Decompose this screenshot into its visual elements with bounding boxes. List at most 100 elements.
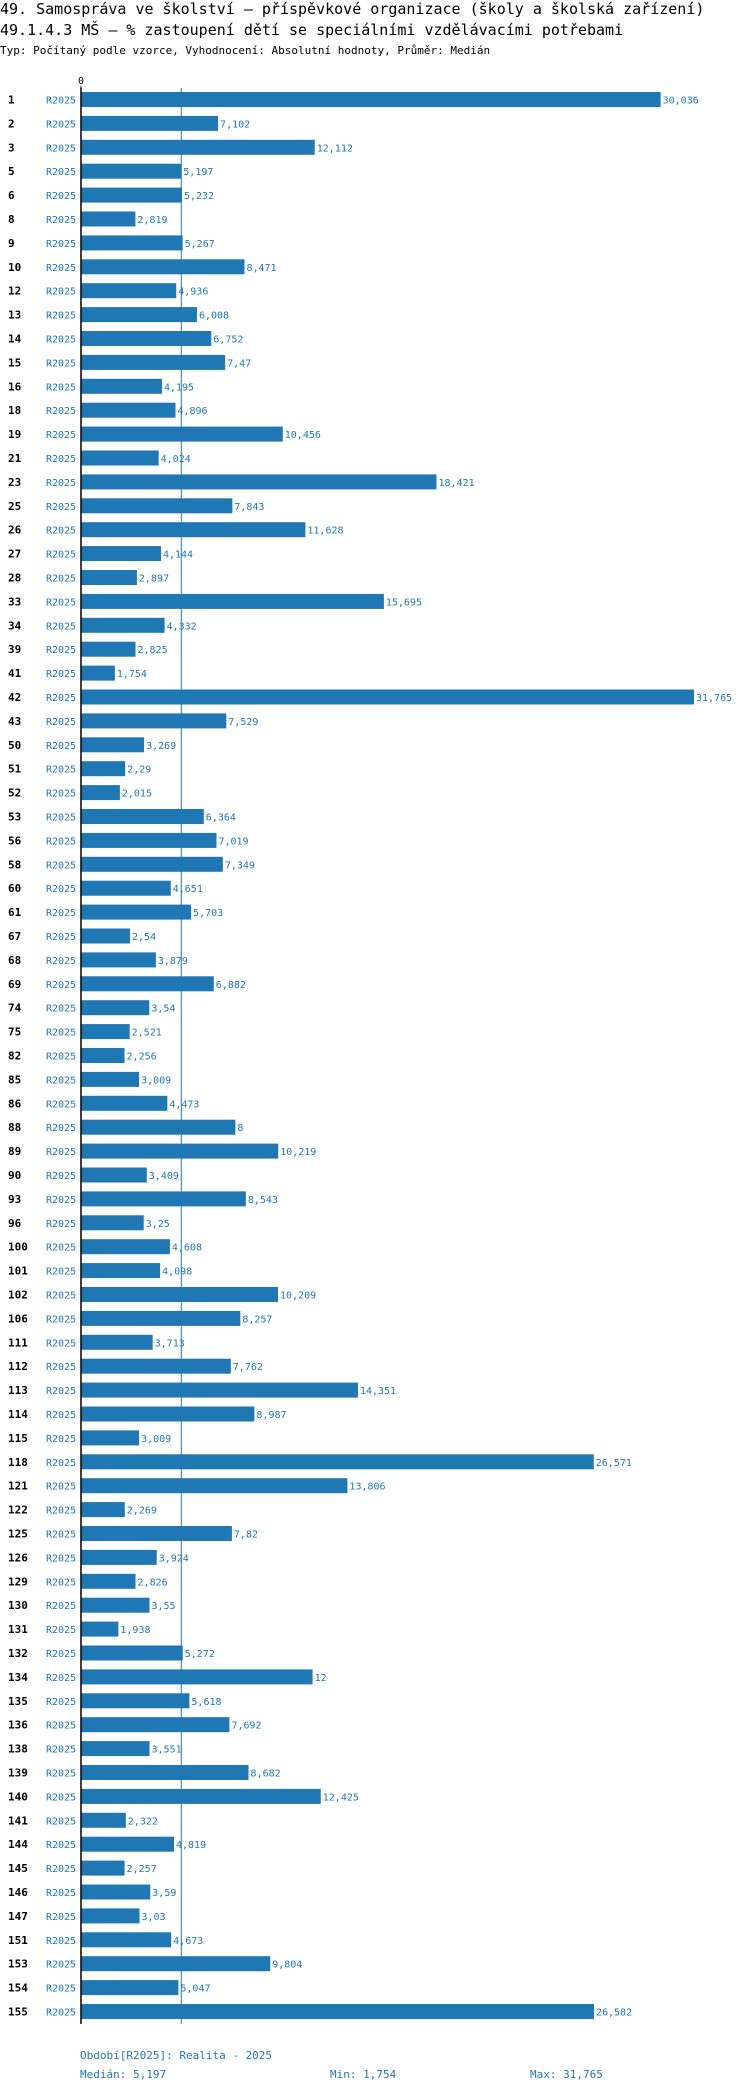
category-label: 28 bbox=[8, 572, 21, 585]
value-label: 2,256 bbox=[127, 1052, 157, 1063]
series-label: R2025 bbox=[46, 1816, 76, 1827]
value-label: 3,55 bbox=[152, 1601, 176, 1612]
bar bbox=[81, 307, 197, 323]
category-label: 39 bbox=[8, 643, 21, 656]
value-label: 11,628 bbox=[307, 526, 343, 537]
category-label: 34 bbox=[8, 619, 22, 632]
bar bbox=[81, 1812, 126, 1828]
category-label: 52 bbox=[8, 787, 21, 800]
series-label: R2025 bbox=[46, 980, 76, 991]
value-label: 4,651 bbox=[173, 884, 203, 895]
bar bbox=[81, 474, 437, 490]
bar bbox=[81, 283, 177, 299]
series-label: R2025 bbox=[46, 239, 76, 250]
category-label: 85 bbox=[8, 1073, 21, 1086]
value-label: 6,752 bbox=[213, 335, 243, 346]
bar bbox=[81, 92, 661, 107]
series-label: R2025 bbox=[46, 550, 76, 561]
value-label: 3,551 bbox=[152, 1745, 182, 1756]
series-label: R2025 bbox=[46, 406, 76, 417]
category-label: 139 bbox=[8, 1767, 28, 1780]
series-label: R2025 bbox=[46, 1243, 76, 1254]
value-label: 3,009 bbox=[141, 1075, 171, 1086]
bar bbox=[81, 235, 183, 251]
bar bbox=[81, 1310, 241, 1326]
category-label: 27 bbox=[8, 548, 21, 561]
category-label: 9 bbox=[8, 237, 15, 250]
bar bbox=[81, 880, 171, 896]
category-label: 111 bbox=[8, 1336, 28, 1349]
series-label: R2025 bbox=[46, 1697, 76, 1708]
series-label: R2025 bbox=[46, 956, 76, 967]
series-label: R2025 bbox=[46, 1960, 76, 1971]
value-label: 3,269 bbox=[146, 741, 176, 752]
series-label: R2025 bbox=[46, 717, 76, 728]
value-label: 4,098 bbox=[162, 1267, 192, 1278]
bar bbox=[81, 163, 182, 179]
category-label: 69 bbox=[8, 978, 21, 991]
category-label: 121 bbox=[8, 1480, 28, 1493]
footer-median: Medián: 5,197 bbox=[80, 2068, 167, 2081]
category-label: 129 bbox=[8, 1575, 28, 1588]
value-label: 2,015 bbox=[122, 789, 152, 800]
value-label: 3,54 bbox=[151, 1004, 175, 1015]
bar bbox=[81, 331, 212, 346]
bar bbox=[81, 1048, 125, 1063]
chart-meta: Typ: Počítaný podle vzorce, Vyhodnocení:… bbox=[0, 44, 491, 57]
bar bbox=[81, 1741, 150, 1757]
value-label: 30,036 bbox=[663, 96, 699, 107]
series-label: R2025 bbox=[46, 1052, 76, 1063]
series-label: R2025 bbox=[46, 119, 76, 130]
series-label: R2025 bbox=[46, 96, 76, 107]
bar bbox=[81, 522, 306, 538]
bar bbox=[81, 1024, 130, 1040]
category-label: 50 bbox=[8, 739, 21, 752]
category-label: 134 bbox=[8, 1671, 28, 1684]
category-label: 100 bbox=[8, 1241, 28, 1254]
series-label: R2025 bbox=[46, 1028, 76, 1039]
value-label: 2,54 bbox=[132, 932, 156, 943]
bar bbox=[81, 1454, 594, 1470]
value-label: 7,102 bbox=[220, 119, 250, 130]
value-label: 4,144 bbox=[163, 550, 193, 561]
category-label: 41 bbox=[8, 667, 22, 680]
value-label: 3,713 bbox=[155, 1338, 185, 1349]
value-label: 7,82 bbox=[234, 1530, 258, 1541]
bar bbox=[81, 904, 192, 920]
value-label: 8,682 bbox=[251, 1769, 281, 1780]
category-label: 19 bbox=[8, 428, 21, 441]
category-label: 141 bbox=[8, 1814, 28, 1827]
bar bbox=[81, 952, 156, 968]
bar bbox=[81, 1382, 358, 1398]
value-label: 2,825 bbox=[138, 645, 168, 656]
series-label: R2025 bbox=[46, 191, 76, 202]
bar bbox=[81, 1573, 136, 1589]
value-label: 3,03 bbox=[141, 1912, 165, 1923]
bar bbox=[81, 259, 245, 275]
category-label: 82 bbox=[8, 1050, 21, 1063]
value-label: 18,421 bbox=[438, 478, 474, 489]
value-label: 3,924 bbox=[159, 1553, 189, 1564]
series-label: R2025 bbox=[46, 1458, 76, 1469]
category-label: 153 bbox=[8, 1958, 28, 1971]
value-label: 9,804 bbox=[272, 1960, 302, 1971]
series-label: R2025 bbox=[46, 1721, 76, 1732]
series-label: R2025 bbox=[46, 669, 76, 680]
value-label: 7,692 bbox=[231, 1721, 261, 1732]
bar bbox=[81, 498, 233, 514]
value-label: 3,879 bbox=[158, 956, 188, 967]
category-label: 18 bbox=[8, 404, 21, 417]
value-label: 15,695 bbox=[386, 597, 422, 608]
series-label: R2025 bbox=[46, 1506, 76, 1517]
category-label: 138 bbox=[8, 1743, 28, 1756]
category-label: 26 bbox=[8, 524, 22, 537]
category-label: 56 bbox=[8, 834, 22, 847]
series-label: R2025 bbox=[46, 1745, 76, 1756]
value-label: 2,322 bbox=[128, 1816, 158, 1827]
category-label: 15 bbox=[8, 356, 21, 369]
value-label: 10,219 bbox=[280, 1147, 316, 1158]
value-label: 5,272 bbox=[185, 1649, 215, 1660]
series-label: R2025 bbox=[46, 741, 76, 752]
series-label: R2025 bbox=[46, 1314, 76, 1325]
category-label: 21 bbox=[8, 452, 22, 465]
